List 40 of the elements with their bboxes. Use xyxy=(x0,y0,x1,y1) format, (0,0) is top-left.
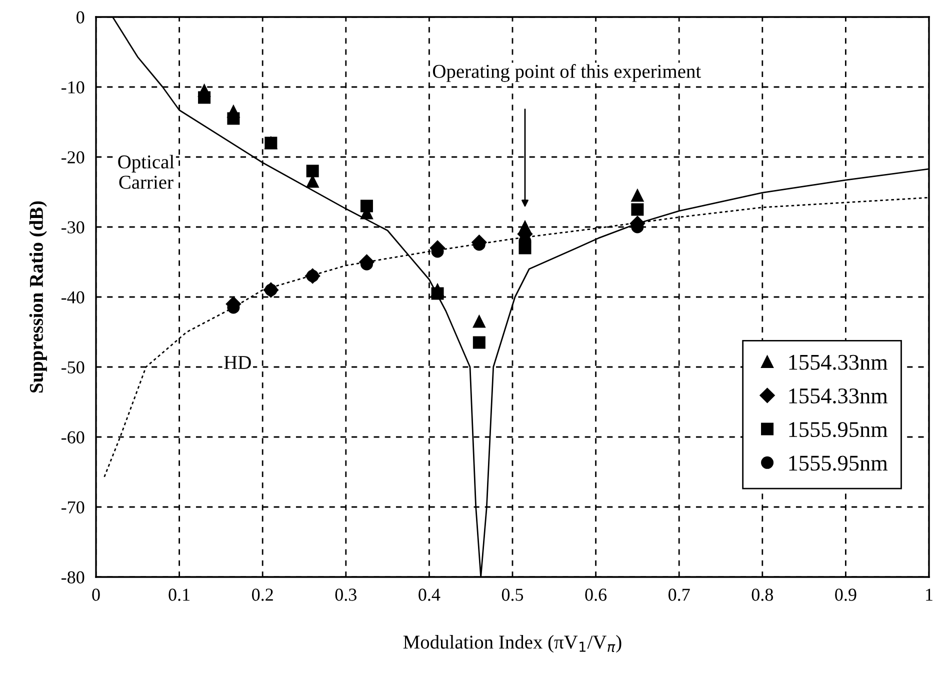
x-tick-label: 0.8 xyxy=(752,588,773,601)
y-tick-label: -40 xyxy=(61,291,84,304)
y-axis-title: Suppression Ratio (dB) xyxy=(29,201,47,392)
annotation: Optical Carrier xyxy=(118,154,174,189)
x-tick-label: 0.9 xyxy=(835,588,856,601)
x-tick-label: 0.1 xyxy=(168,588,190,601)
point xyxy=(306,270,319,282)
y-tick-label: 0 xyxy=(76,11,84,24)
x-tick-label: 0.3 xyxy=(335,588,356,601)
y-tick-label: -10 xyxy=(61,81,84,94)
point xyxy=(631,203,644,216)
point xyxy=(264,284,278,296)
y-tick-label: -20 xyxy=(61,151,84,164)
point xyxy=(227,112,240,125)
point xyxy=(198,91,211,104)
x-axis-title: Modulation Index (πV$_{1}$/V$_{π}$) xyxy=(403,635,622,653)
point xyxy=(431,287,444,300)
legend-label: 1555.95nm xyxy=(789,422,888,438)
x-tick-label: 0.5 xyxy=(502,588,524,601)
point xyxy=(360,200,373,212)
y-tick-label: -80 xyxy=(61,571,84,584)
x-tick-label: 0.4 xyxy=(418,588,440,601)
x-tick-label: 1 xyxy=(926,588,932,601)
y-tick-label: -70 xyxy=(61,501,84,514)
x-tick-label: 0.7 xyxy=(668,588,690,601)
point xyxy=(306,164,319,178)
annotation: Operating point of this experiment xyxy=(432,64,701,82)
legend-label: 1555.95nm xyxy=(789,456,888,471)
point xyxy=(472,336,486,349)
point xyxy=(631,189,644,202)
legend-label: 1554.33nm xyxy=(789,388,888,404)
point xyxy=(472,315,486,328)
legend-label: 1554.33nm xyxy=(789,354,888,370)
x-tick-label: 0.2 xyxy=(252,588,273,601)
x-tick-label: 0.6 xyxy=(585,588,607,601)
x-tick-label: 0 xyxy=(92,588,100,601)
y-tick-label: -60 xyxy=(61,431,84,444)
annotation: HD xyxy=(224,356,251,369)
y-tick-label: -30 xyxy=(61,221,84,234)
y-tick-label: -50 xyxy=(61,361,84,374)
